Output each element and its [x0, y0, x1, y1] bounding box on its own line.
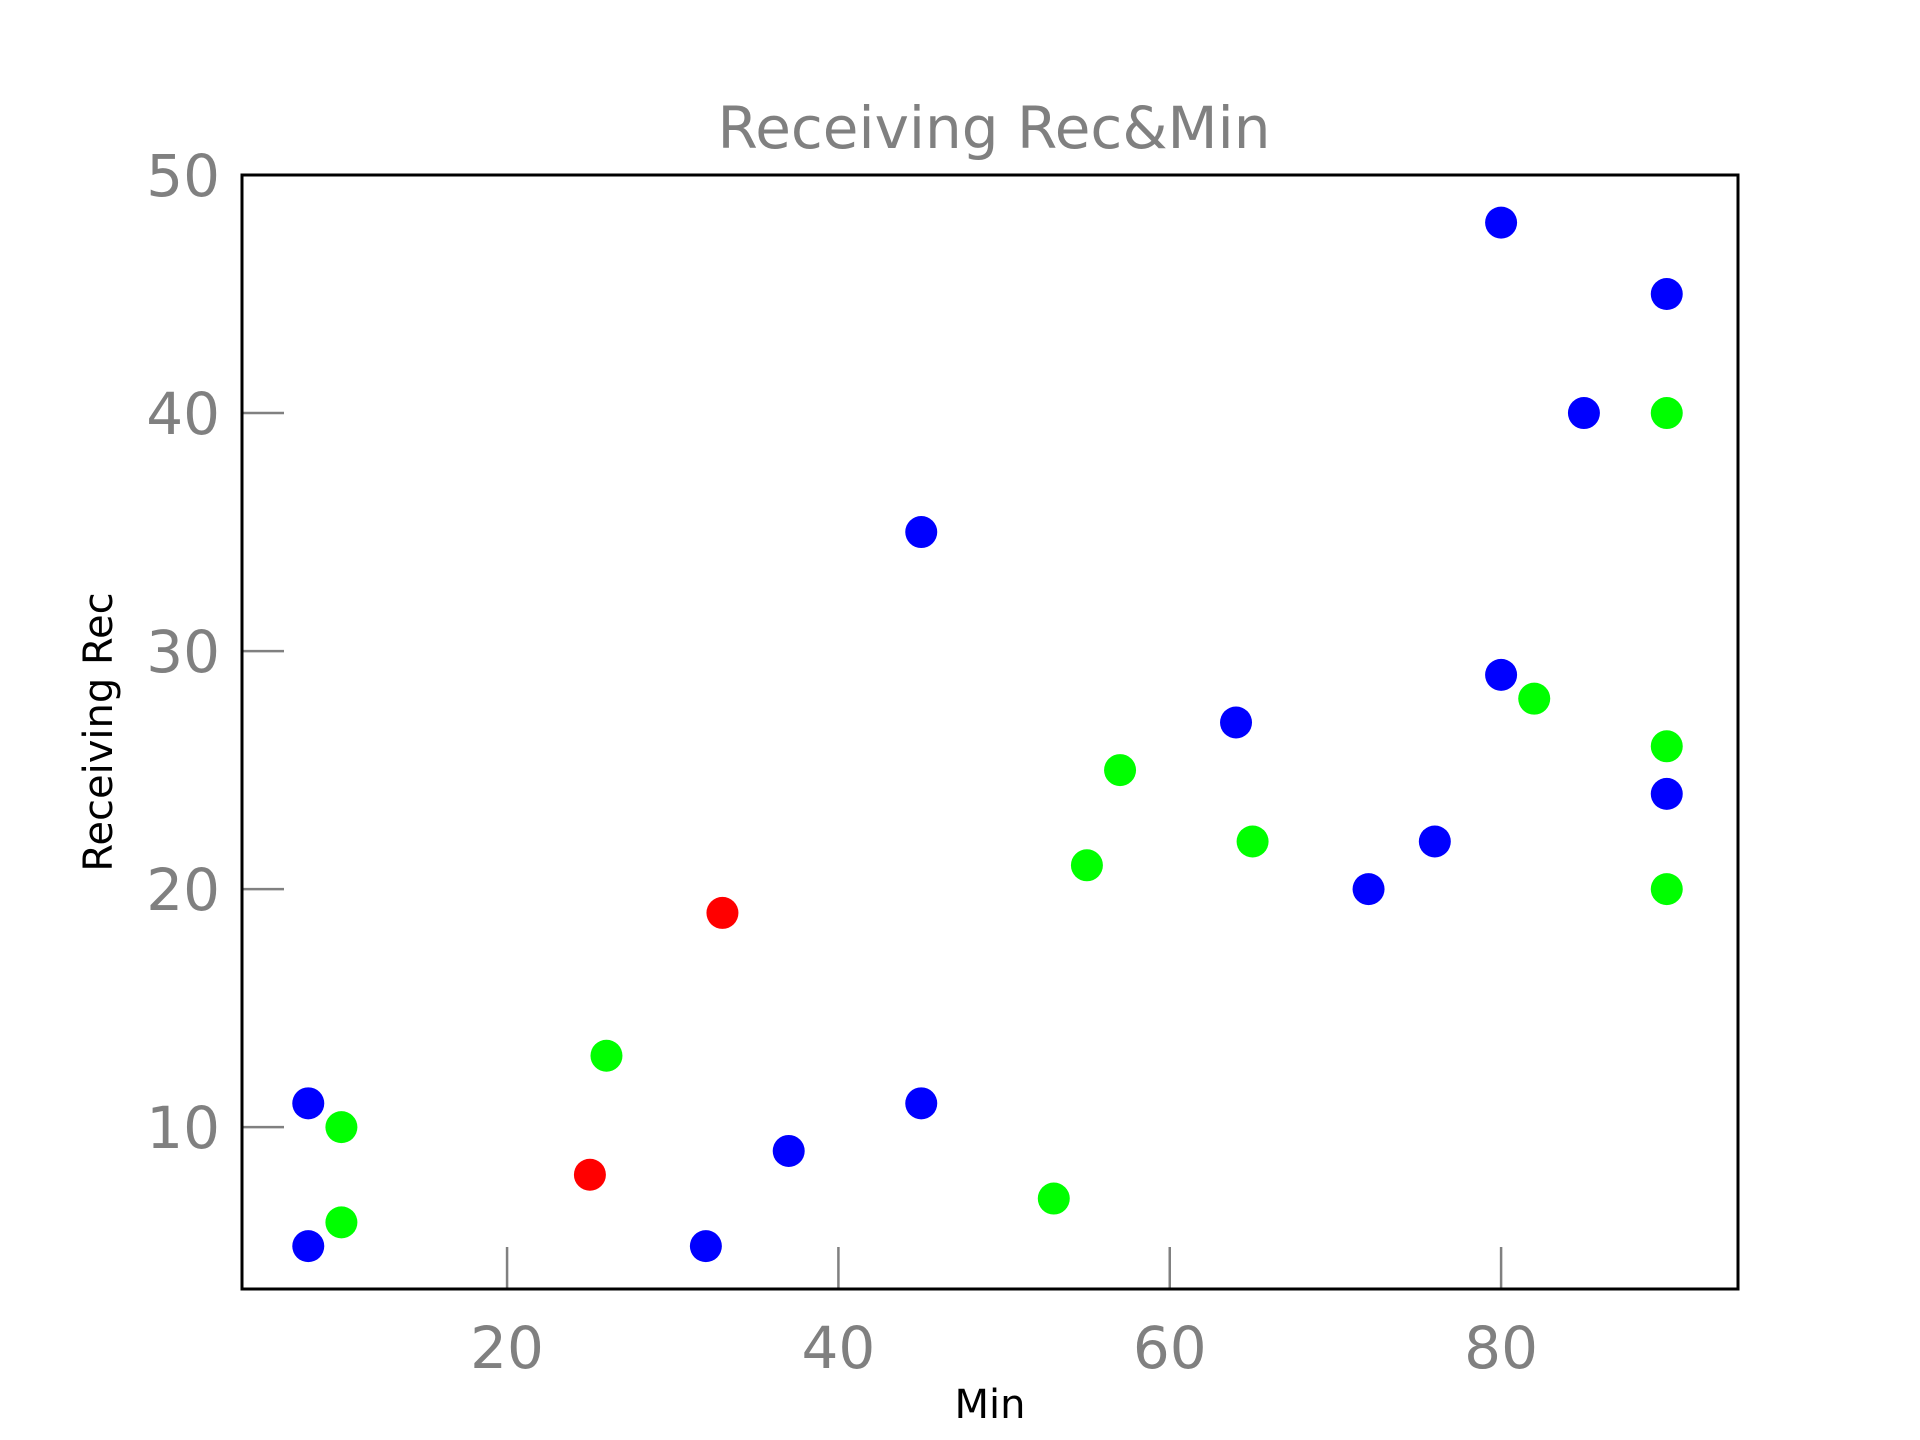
data-point-green — [1236, 825, 1269, 858]
x-tick-label: 40 — [802, 1314, 876, 1382]
chart-title: Receiving Rec&Min — [718, 94, 1271, 162]
plot-frame — [240, 173, 1740, 1291]
x-tick-label: 60 — [1133, 1314, 1207, 1382]
data-points — [292, 206, 1683, 1263]
data-point-blue — [1418, 825, 1451, 858]
data-point-green — [1037, 1182, 1070, 1215]
data-point-green — [1650, 873, 1683, 906]
data-point-blue — [772, 1134, 805, 1167]
data-point-blue — [905, 1087, 938, 1120]
data-point-green — [325, 1206, 358, 1239]
x-axis-label: Min — [955, 1382, 1026, 1428]
data-point-blue — [1485, 206, 1518, 239]
y-tick-label: 30 — [146, 618, 220, 686]
axis-ticks — [242, 173, 1503, 1289]
data-point-blue — [292, 1230, 325, 1263]
data-point-blue — [1352, 873, 1385, 906]
y-tick-label: 40 — [146, 380, 220, 448]
y-tick-label: 10 — [146, 1094, 220, 1162]
y-axis-label: Receiving Rec — [76, 592, 122, 871]
data-point-blue — [905, 516, 938, 549]
tick-labels: 20 40 60 80 10 20 30 40 50 — [146, 142, 1538, 1382]
data-point-blue — [1650, 278, 1683, 311]
data-point-green — [1104, 754, 1137, 787]
data-point-green — [1650, 730, 1683, 763]
data-point-blue — [1220, 706, 1253, 739]
y-tick-label: 50 — [146, 142, 220, 210]
data-point-blue — [1485, 658, 1518, 691]
x-tick-label: 80 — [1464, 1314, 1538, 1382]
data-point-green — [590, 1039, 623, 1072]
data-point-blue — [1650, 777, 1683, 810]
data-point-green — [1650, 397, 1683, 430]
data-point-blue — [1567, 397, 1600, 430]
y-tick-label: 20 — [146, 856, 220, 924]
data-point-green — [325, 1111, 358, 1144]
data-point-red — [706, 896, 739, 929]
data-point-blue — [689, 1230, 722, 1263]
data-point-green — [1070, 849, 1103, 882]
data-point-green — [1518, 682, 1551, 715]
x-tick-label: 20 — [470, 1314, 544, 1382]
data-point-red — [573, 1158, 606, 1191]
data-point-blue — [292, 1087, 325, 1120]
